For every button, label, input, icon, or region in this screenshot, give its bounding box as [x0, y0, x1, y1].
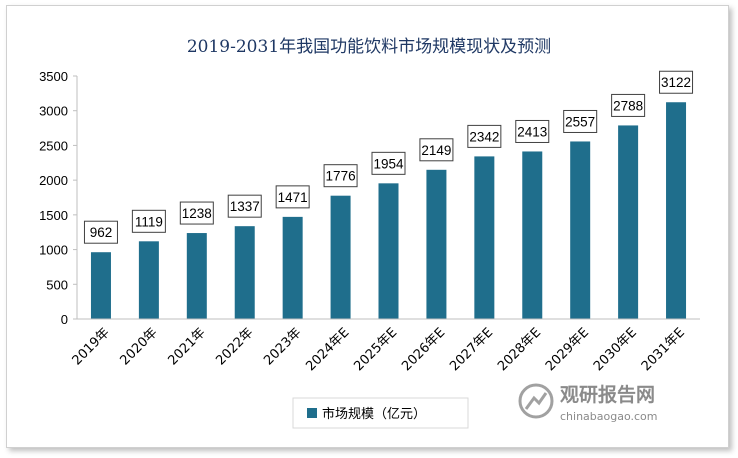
data-label-box — [563, 109, 598, 133]
data-label-box — [611, 93, 646, 117]
x-tick-label: 2021年 — [165, 325, 208, 368]
y-tick-label: 0 — [61, 312, 68, 327]
data-label: 1337 — [230, 199, 260, 214]
data-label: 1238 — [182, 206, 212, 221]
x-tick-label: 2030年E — [591, 325, 640, 374]
watermark-url: chinabaogao.com — [560, 410, 658, 423]
y-tick-label: 2500 — [39, 138, 68, 153]
data-label: 3122 — [661, 75, 691, 90]
x-tick-label: 2027年E — [447, 325, 496, 374]
data-label: 2788 — [613, 98, 643, 113]
y-tick-label: 1500 — [39, 208, 68, 223]
bar — [138, 241, 159, 319]
x-tick-label: 2024年E — [303, 325, 352, 374]
data-label-box — [659, 70, 694, 94]
data-label: 1471 — [278, 190, 308, 205]
data-label-box — [515, 119, 550, 143]
data-label: 1119 — [135, 214, 163, 229]
bar — [426, 169, 447, 319]
data-label-box — [275, 185, 310, 209]
data-label-box — [131, 209, 166, 233]
watermark-logo-icon — [518, 383, 554, 419]
data-label-box — [323, 164, 358, 188]
bar — [618, 125, 639, 320]
x-tick-label: 2026年E — [399, 325, 448, 374]
y-tick-label: 2000 — [39, 173, 68, 188]
chart-title: 2019-2031年我国功能饮料市场规模现状及预测 — [186, 37, 552, 57]
data-label: 962 — [90, 225, 113, 240]
bar — [666, 102, 687, 319]
bar — [522, 151, 543, 319]
bar — [234, 226, 255, 319]
chart-frame — [6, 5, 729, 448]
y-axis: 0 500 1000 1500 2000 2500 3000 3500 — [39, 69, 78, 327]
legend: 市场规模（亿元） — [292, 397, 469, 429]
x-tick-label: 2023年 — [261, 325, 304, 368]
data-label: 2413 — [517, 124, 547, 139]
watermark: 观研报告网 chinabaogao.com — [518, 383, 658, 423]
bar — [378, 183, 399, 319]
data-label: 2557 — [565, 114, 595, 129]
data-label-box — [179, 201, 214, 225]
bars: 962 1119 1238 1337 1471 1776 1954 2149 2342 2413 2… — [83, 70, 694, 320]
data-label-box — [419, 138, 454, 162]
data-label: 2342 — [469, 129, 499, 144]
x-tick-label: 2025年E — [351, 325, 400, 374]
legend-swatch — [307, 408, 317, 418]
x-tick-label: 2020年 — [118, 325, 161, 368]
y-tick-label: 3000 — [39, 104, 68, 119]
data-label-box — [83, 220, 118, 244]
x-axis: 2019年 2020年 2021年 2022年 2023年2024年E2025年E202… — [70, 318, 700, 374]
data-label-box — [371, 151, 406, 175]
data-label-box — [467, 124, 502, 148]
data-label: 1954 — [373, 156, 404, 171]
bar — [570, 141, 591, 319]
legend-box — [292, 397, 469, 429]
bar — [90, 252, 111, 319]
x-tick-label: 2028年E — [495, 325, 544, 374]
data-label-box — [227, 194, 262, 218]
data-label: 1776 — [326, 169, 356, 184]
y-tick-label: 500 — [46, 277, 68, 292]
legend-label: 市场规模（亿元） — [322, 406, 426, 422]
x-tick-label: 2031年E — [639, 325, 688, 374]
data-label: 2149 — [421, 143, 451, 158]
x-tick-label: 2022年 — [213, 325, 256, 368]
bar — [330, 195, 351, 319]
y-tick-label: 1000 — [39, 243, 68, 258]
y-tick-label: 3500 — [39, 69, 68, 84]
watermark-name: 观研报告网 — [560, 383, 655, 406]
x-tick-label: 2019年 — [70, 325, 113, 368]
bar — [186, 233, 207, 319]
x-tick-label: 2029年E — [543, 325, 592, 374]
bar — [282, 216, 303, 319]
bar — [474, 156, 495, 319]
